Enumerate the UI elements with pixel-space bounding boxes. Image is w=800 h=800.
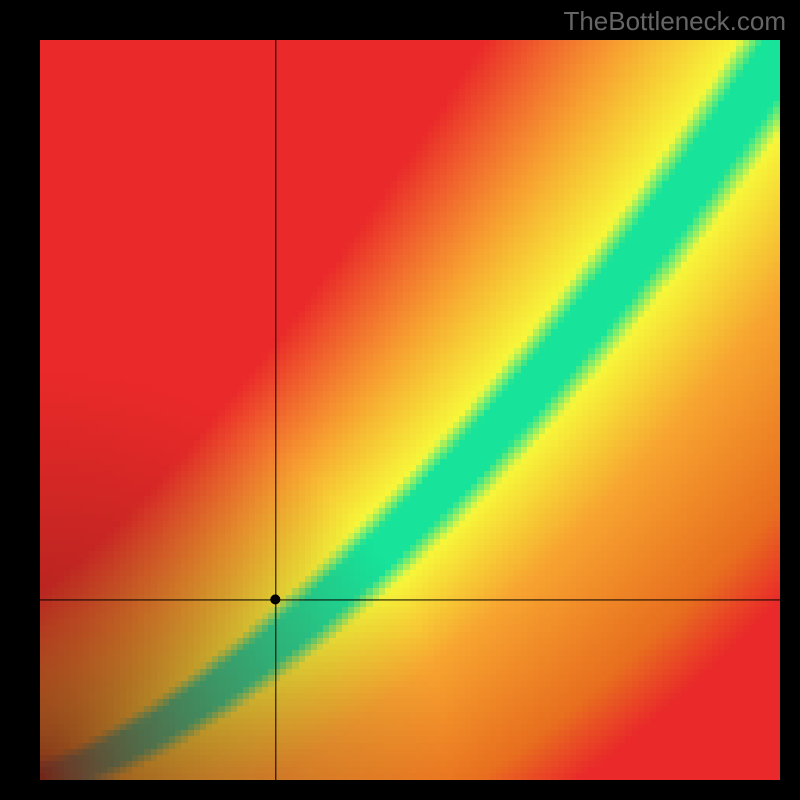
bottleneck-heatmap [40,40,780,780]
watermark-text: TheBottleneck.com [563,6,786,37]
chart-container: TheBottleneck.com [0,0,800,800]
